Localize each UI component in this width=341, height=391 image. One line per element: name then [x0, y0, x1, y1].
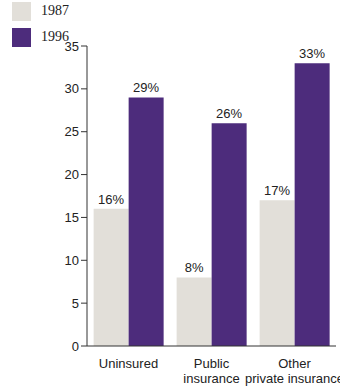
svg-text:Uninsured: Uninsured: [99, 356, 158, 371]
svg-text:20: 20: [65, 167, 79, 182]
svg-text:17%: 17%: [264, 183, 290, 198]
html-text:1987: 1987: [41, 3, 69, 18]
html-text:1996: 1996: [41, 29, 69, 44]
svg-text:26%: 26%: [216, 106, 242, 121]
svg-text:8%: 8%: [185, 260, 204, 275]
svg-text:16%: 16%: [98, 192, 124, 207]
svg-text:25: 25: [65, 124, 79, 139]
svg-text:Publicinsurance: Publicinsurance: [183, 356, 239, 386]
svg-text:15: 15: [65, 210, 79, 225]
svg-text:0: 0: [72, 339, 79, 354]
svg-text:30: 30: [65, 81, 79, 96]
svg-text:35: 35: [65, 39, 79, 54]
svg-text:33%: 33%: [299, 46, 325, 61]
svg-text:10: 10: [65, 253, 79, 268]
svg-text:29%: 29%: [133, 80, 159, 95]
svg-text:Otherprivate insurance: Otherprivate insurance: [245, 356, 333, 386]
svg-text:5: 5: [72, 296, 79, 311]
